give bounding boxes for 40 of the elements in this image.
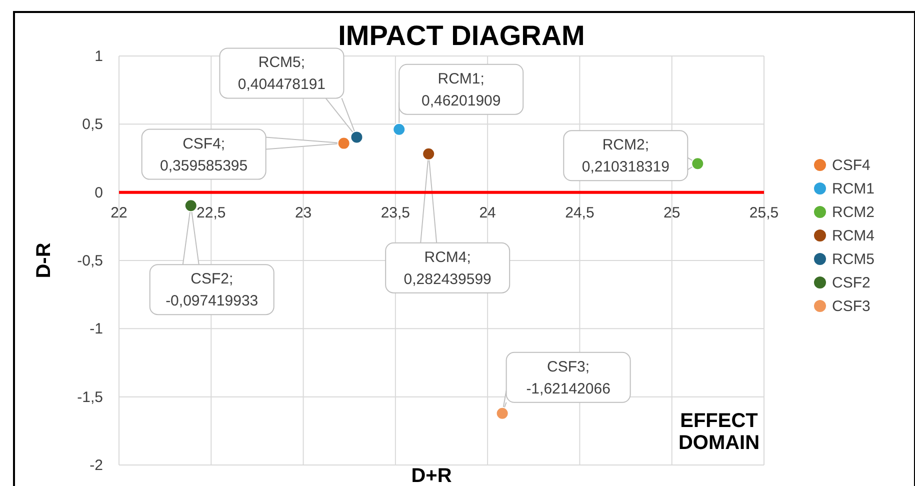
x-tick-label: 22,5 xyxy=(196,204,226,222)
data-label: RCM2; 0,210318319 xyxy=(582,136,670,176)
y-tick-label: -1 xyxy=(90,320,103,338)
data-label: CSF4; 0,359585395 xyxy=(160,135,248,174)
x-axis-title: D+R xyxy=(411,465,452,486)
legend-label: CSF4 xyxy=(832,157,870,174)
legend-label: RCM4 xyxy=(832,228,875,244)
legend-label: RCM5 xyxy=(832,251,875,268)
chart-title: IMPACT DIAGRAM xyxy=(338,20,585,51)
annotation: EFFECT DOMAIN xyxy=(678,410,760,454)
point xyxy=(184,199,198,212)
x-tick-label: 23 xyxy=(294,204,312,222)
y-tick-label: 0,5 xyxy=(82,116,103,134)
legend-label: CSF3 xyxy=(832,298,870,315)
data-label: RCM1; 0,46201909 xyxy=(421,70,501,110)
x-tick-label: 23,5 xyxy=(380,204,410,222)
data-label: RCM4; 0,282439599 xyxy=(404,248,492,288)
x-tick-label: 24 xyxy=(479,204,496,222)
data-label: CSF3; -1,62142066 xyxy=(526,358,610,398)
point xyxy=(350,130,364,144)
y-tick-label: 0 xyxy=(94,184,103,202)
y-axis-title: D-R xyxy=(33,242,55,278)
y-tick-label: -0,5 xyxy=(77,252,103,270)
data-label: RCM5; 0,404478191 xyxy=(238,54,326,94)
legend-label: CSF2 xyxy=(832,274,870,292)
point xyxy=(422,147,436,160)
data-label: CSF2; -0,097419933 xyxy=(166,270,258,310)
x-tick-label: 25,5 xyxy=(749,204,779,222)
x-tick-label: 24,5 xyxy=(565,204,594,222)
x-tick-label: 22 xyxy=(110,204,128,222)
point xyxy=(337,136,350,150)
y-tick-label: -1,5 xyxy=(77,388,103,406)
y-tick-label: 1 xyxy=(94,48,103,65)
y-tick-label: -2 xyxy=(90,457,103,474)
x-tick-label: 25 xyxy=(664,204,680,222)
point xyxy=(392,122,406,136)
legend-label: RCM1 xyxy=(832,180,875,198)
point xyxy=(496,406,509,420)
point xyxy=(691,157,704,170)
legend-label: RCM2 xyxy=(832,204,875,221)
